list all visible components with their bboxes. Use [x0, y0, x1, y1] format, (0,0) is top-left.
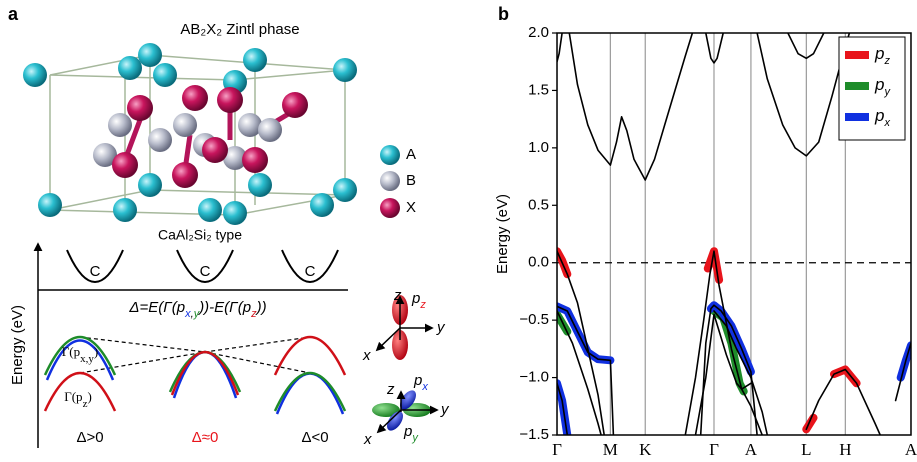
gamma-label: Γ(pz)	[64, 389, 92, 410]
band	[557, 250, 911, 435]
cone-label: C	[90, 263, 101, 280]
legend-label: X	[406, 199, 416, 216]
label-part: z	[419, 299, 426, 311]
y-tick-label: 1.0	[528, 139, 549, 156]
orbital-label: pz	[411, 290, 426, 311]
x-tick-label: L	[801, 440, 811, 459]
y-axis-label: Energy (eV)	[494, 194, 511, 274]
y-tick-label: 0.0	[528, 254, 549, 271]
y-tick-label: −0.5	[519, 311, 549, 328]
formula-part: ))	[255, 299, 267, 316]
structure-type: CaAl₂Si₂ type	[158, 227, 242, 243]
label-part: x,y	[80, 353, 94, 365]
legend-label: A	[406, 146, 416, 163]
x-tick-label: H	[839, 440, 851, 459]
legend-swatch	[380, 171, 400, 191]
formula-part: z	[250, 308, 257, 320]
formula: Δ=E(Γ(px,y))-E(Γ(pz))	[128, 299, 266, 320]
y-tick-label: 1.5	[528, 81, 549, 98]
label-part: p	[403, 423, 412, 440]
plot-frame	[556, 32, 912, 436]
y-axis-label: Energy (eV)	[9, 305, 26, 385]
band	[557, 313, 752, 435]
label-part: Γ(p	[62, 344, 80, 359]
label-part: )	[87, 389, 91, 404]
axis-name: x	[363, 431, 372, 448]
x-tick-label: A	[905, 440, 917, 459]
plot-clip	[557, 33, 911, 435]
band	[557, 304, 758, 435]
label-part: x	[421, 381, 428, 393]
orbital-label: py	[403, 423, 419, 444]
legend-label: pz	[874, 44, 890, 66]
axis-name: x	[362, 347, 371, 364]
panel-label: a	[8, 4, 19, 24]
formula-part: Δ=E(Γ(p	[128, 299, 185, 316]
legend-label: px	[874, 106, 890, 128]
axis-name: y	[436, 319, 446, 336]
orbital-pxpy	[372, 390, 439, 434]
plot-area: Γ M K Γ A L H A −1.5 −1.0 −0.5 0.0 0.5 1.0 1.5 2.0 pz py p…	[519, 24, 917, 459]
cone-label: C	[305, 263, 316, 280]
orbital-label: px	[413, 372, 428, 393]
formula-part: x	[184, 308, 191, 320]
cone-label: C	[200, 263, 211, 280]
case-label: Δ≈0	[192, 429, 219, 446]
x-tick-label: A	[745, 440, 758, 459]
label-part: )	[94, 344, 98, 359]
axis-name: y	[440, 401, 450, 418]
axis-name: z	[393, 287, 402, 304]
band	[557, 310, 769, 435]
y-tick-label: −1.5	[519, 426, 549, 443]
orbital-pz	[375, 295, 434, 360]
label-part: p	[411, 290, 420, 307]
y-tick-label: 0.5	[528, 196, 549, 213]
panel-title: AB₂X₂ Zintl phase	[180, 21, 299, 38]
x-tick-label: K	[639, 440, 652, 459]
axis-name: z	[386, 381, 395, 398]
formula-part: ,	[191, 308, 194, 320]
formula-part: ))-E(Γ(p	[197, 299, 251, 316]
x-tick-label: Γ	[709, 440, 719, 459]
energy-schematic	[33, 242, 348, 448]
crystal-structure	[23, 43, 357, 225]
x-tick-label: Γ	[552, 440, 562, 459]
label-part: Γ(p	[64, 389, 82, 404]
panel-label: b	[498, 4, 509, 24]
y-tick-label: 2.0	[528, 24, 549, 41]
legend-label: B	[406, 172, 416, 189]
label-part: y	[411, 432, 419, 444]
formula-part: y	[193, 308, 201, 320]
legend-swatch	[380, 198, 400, 218]
case-label: Δ<0	[301, 429, 328, 446]
band	[568, 33, 851, 181]
case-label: Δ>0	[76, 429, 103, 446]
x-tick-label: M	[603, 440, 618, 459]
gamma-label: Γ(px,y)	[62, 344, 98, 365]
y-tick-label: −1.0	[519, 369, 549, 386]
label-part: p	[413, 372, 422, 389]
legend-swatch	[380, 145, 400, 165]
label-part: z	[83, 398, 88, 410]
legend-label: py	[874, 75, 891, 97]
